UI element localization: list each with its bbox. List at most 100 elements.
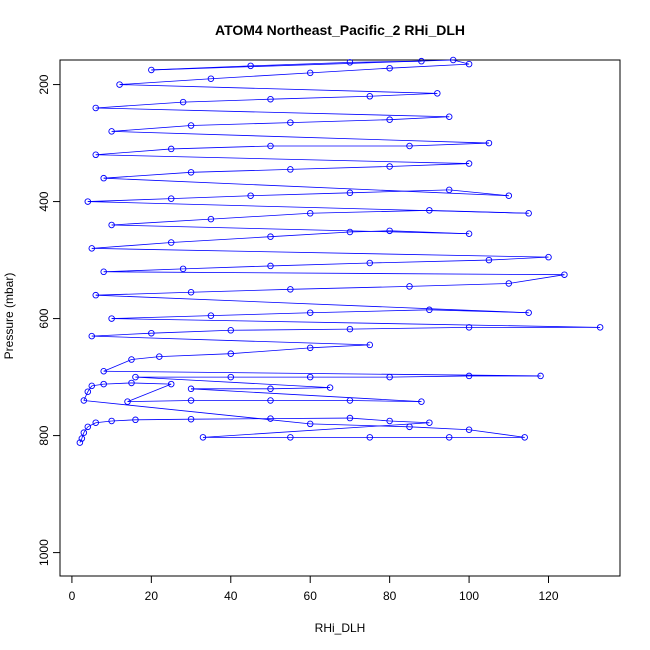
series-segment xyxy=(409,283,509,287)
data-point xyxy=(100,380,107,388)
series-segment xyxy=(369,92,438,97)
series-segment xyxy=(349,400,422,403)
data-point xyxy=(505,192,513,199)
data-point xyxy=(179,265,187,273)
y-tick-label: 400 xyxy=(37,191,51,211)
series-segment xyxy=(171,195,251,200)
x-tick-label: 60 xyxy=(304,589,318,603)
series-segment xyxy=(369,259,489,264)
series-segment xyxy=(389,63,470,69)
series-segment xyxy=(349,417,390,422)
data-point xyxy=(132,416,139,424)
data-point xyxy=(92,291,99,299)
series-segment xyxy=(210,312,311,317)
data-point xyxy=(100,174,107,182)
data-point xyxy=(306,420,314,428)
data-point xyxy=(445,186,453,194)
data-point xyxy=(561,271,568,278)
data-point xyxy=(366,93,374,100)
x-tick-label: 100 xyxy=(459,589,479,603)
series-segment xyxy=(111,218,211,226)
series-segment xyxy=(91,247,549,258)
y-tick-label: 800 xyxy=(37,425,51,445)
data-point xyxy=(116,81,123,88)
data-point xyxy=(445,434,453,441)
data-point xyxy=(167,195,175,202)
series-segment xyxy=(310,309,430,314)
plot-area-frame xyxy=(59,59,621,577)
data-point xyxy=(187,397,195,404)
series-segment xyxy=(87,201,529,214)
series-segment xyxy=(409,426,470,431)
y-tick-label: 200 xyxy=(37,74,51,94)
data-point xyxy=(148,329,155,337)
series-segment xyxy=(119,84,438,94)
series-segment xyxy=(95,148,172,156)
series-segment xyxy=(83,391,89,401)
data-point xyxy=(326,384,334,391)
series-segment xyxy=(290,166,390,170)
series-segment xyxy=(103,268,184,273)
series-segment xyxy=(103,382,132,385)
data-point xyxy=(386,373,393,381)
series-segment xyxy=(151,65,251,71)
data-point xyxy=(366,259,374,267)
data-point xyxy=(386,227,393,235)
series-segment xyxy=(131,382,172,385)
data-point xyxy=(108,315,115,322)
data-point xyxy=(306,373,314,381)
data-point xyxy=(80,429,88,436)
data-point xyxy=(76,439,84,446)
y-tick-label: 1000 xyxy=(37,539,51,566)
series-segment xyxy=(95,101,184,109)
series-segment xyxy=(270,262,370,267)
data-point xyxy=(187,289,195,296)
series-segment xyxy=(183,98,271,103)
data-point xyxy=(287,286,294,293)
data-point xyxy=(465,324,473,331)
data-point xyxy=(485,139,493,147)
series-segment xyxy=(210,212,311,220)
series-segment xyxy=(230,328,350,331)
series-segment xyxy=(270,417,350,420)
series-segment xyxy=(191,288,291,293)
series-segment xyxy=(250,61,350,67)
series-segment xyxy=(135,418,192,421)
data-point xyxy=(179,98,187,106)
data-point xyxy=(386,163,393,170)
data-point xyxy=(465,426,473,433)
data-point xyxy=(187,385,195,393)
series-segment xyxy=(191,169,291,173)
data-point xyxy=(406,423,413,431)
data-point xyxy=(187,169,195,176)
series-segment xyxy=(389,116,450,121)
series-segment xyxy=(87,385,93,392)
series-segment xyxy=(111,130,489,144)
series-segment xyxy=(310,67,390,74)
series-segment xyxy=(95,107,450,118)
series-segment xyxy=(87,198,172,202)
series-segment xyxy=(103,370,541,377)
series-segment xyxy=(111,318,601,328)
series-segment xyxy=(183,265,271,270)
data-point xyxy=(537,372,544,380)
data-point xyxy=(545,253,552,261)
data-point xyxy=(100,268,107,276)
data-point xyxy=(88,332,96,340)
series-segment xyxy=(111,125,192,132)
series-segment xyxy=(488,256,549,261)
series-segment xyxy=(95,294,529,314)
data-point xyxy=(406,142,413,150)
series-segment xyxy=(103,271,565,276)
series-segment xyxy=(389,375,470,378)
data-point xyxy=(445,113,453,120)
data-point xyxy=(78,435,86,442)
series-segment xyxy=(103,359,132,372)
series-segment xyxy=(95,291,192,296)
series-segment xyxy=(310,423,410,428)
data-point xyxy=(287,166,294,173)
series-segment xyxy=(191,388,422,403)
data-point xyxy=(108,221,115,229)
data-point xyxy=(199,434,207,441)
data-point xyxy=(306,344,314,352)
